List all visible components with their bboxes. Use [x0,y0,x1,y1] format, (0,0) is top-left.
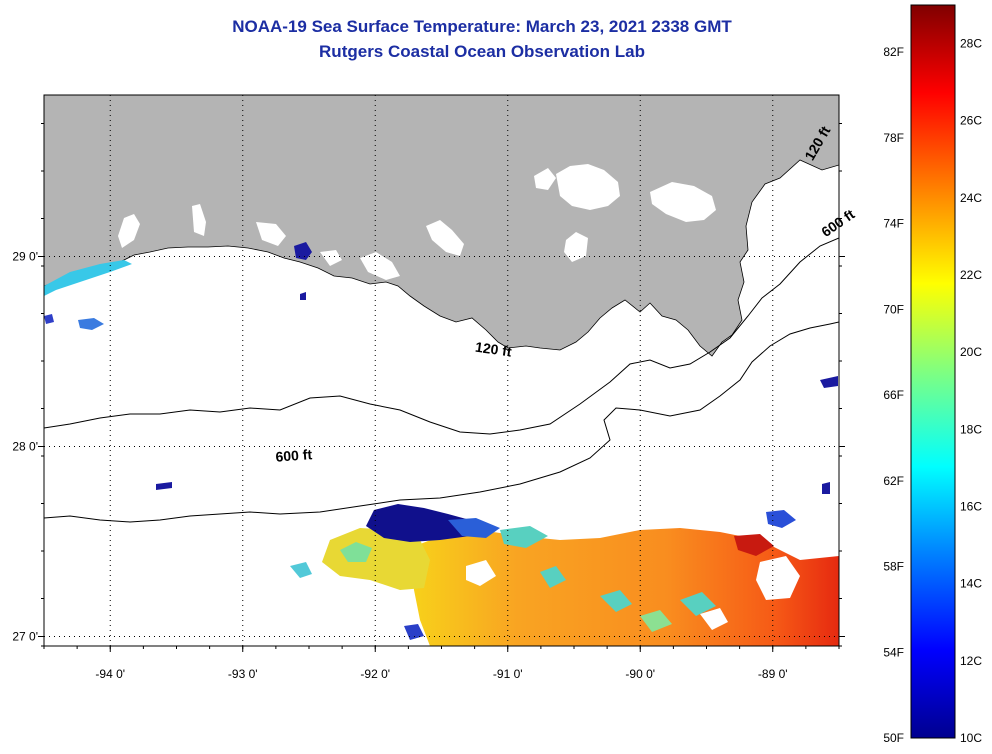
colorbar-c-label: 14C [960,577,982,591]
colorbar-f-label: 82F [883,45,904,59]
map-subtitle: Rutgers Coastal Ocean Observation Lab [319,42,645,61]
colorbar-c-label: 16C [960,500,982,514]
colorbar-fahrenheit-labels: 82F 78F 74F 70F 66F 62F 58F 54F 50F [883,45,904,745]
colorbar-c-label: 22C [960,268,982,282]
colorbar [910,4,956,739]
colorbar-c-label: 20C [960,345,982,359]
no-data-hole [466,560,496,586]
inland-lake [118,214,140,248]
sst-cool-patch [640,610,672,632]
inland-lake [534,168,556,190]
lon-tick-label: -90 0' [625,667,655,681]
no-data-hole [700,608,728,630]
lat-tick-label: 28 0' [12,440,38,454]
sst-cold-speck [156,482,172,490]
contour-120ft [44,237,839,435]
colorbar-celsius-labels: 28C 26C 24C 22C 20C 18C 16C 14C 12C 10C [960,37,982,745]
inland-lake [192,204,206,236]
inland-lake [564,232,588,262]
sst-cool-patch [766,510,796,528]
colorbar-f-label: 50F [883,731,904,745]
sst-cold-speck [300,292,306,300]
lon-tick-label: -89 0' [758,667,788,681]
colorbar-f-label: 62F [883,474,904,488]
inland-lake [556,164,620,210]
contour-label: 120 ft [474,339,513,360]
map-title: NOAA-19 Sea Surface Temperature: March 2… [232,17,732,36]
colorbar-c-label: 28C [960,37,982,51]
sst-cold-speck [820,376,838,388]
inland-lake-sst [294,242,312,260]
sst-cold-eddy [366,504,470,542]
lon-tick-label: -93 0' [228,667,258,681]
colorbar-c-label: 12C [960,654,982,668]
lon-tick-label: -92 0' [360,667,390,681]
colorbar-f-label: 66F [883,388,904,402]
latitude-axis: 29 0' 28 0' 27 0' [12,250,38,644]
longitude-axis: -94 0' -93 0' -92 0' -91 0' -90 0' -89 0' [95,667,787,681]
colorbar-f-label: 74F [883,217,904,231]
lon-tick-label: -94 0' [95,667,125,681]
colorbar-f-label: 54F [883,645,904,659]
colorbar-c-label: 26C [960,114,982,128]
sst-coastal-west [78,318,104,330]
sst-cool-patch [680,592,716,616]
colorbar-c-label: 24C [960,191,982,205]
sst-mixed-region [340,542,372,562]
inland-lake [360,252,400,280]
sst-mixed-region [290,562,312,578]
lon-tick-label: -91 0' [493,667,523,681]
sst-cool-patch [600,590,632,612]
inland-lake [256,222,286,246]
colorbar-f-label: 78F [883,131,904,145]
inland-lake [320,250,342,266]
no-data-hole [756,556,800,600]
colorbar-c-label: 18C [960,422,982,436]
lat-tick-label: 27 0' [12,630,38,644]
map-frame [43,94,840,647]
inland-lake [426,220,464,256]
sst-coastal-west [44,260,132,296]
sst-cold-speck [822,482,830,494]
inland-lake [650,182,716,222]
contour-label: 600 ft [275,446,313,465]
sst-cool-patch [500,526,548,548]
lat-tick-label: 29 0' [12,250,38,264]
sst-cool-patch [448,518,500,538]
sst-mixed-region [322,528,430,590]
colorbar-f-label: 58F [883,560,904,574]
map-grid [38,95,845,652]
sst-cool-patch [540,566,566,588]
contour-600ft [44,321,839,523]
colorbar-f-label: 70F [883,302,904,316]
sst-coastal-west [44,314,54,324]
sst-warm-region [410,528,839,646]
sst-warm-spot [734,534,774,556]
colorbar-c-label: 10C [960,731,982,745]
